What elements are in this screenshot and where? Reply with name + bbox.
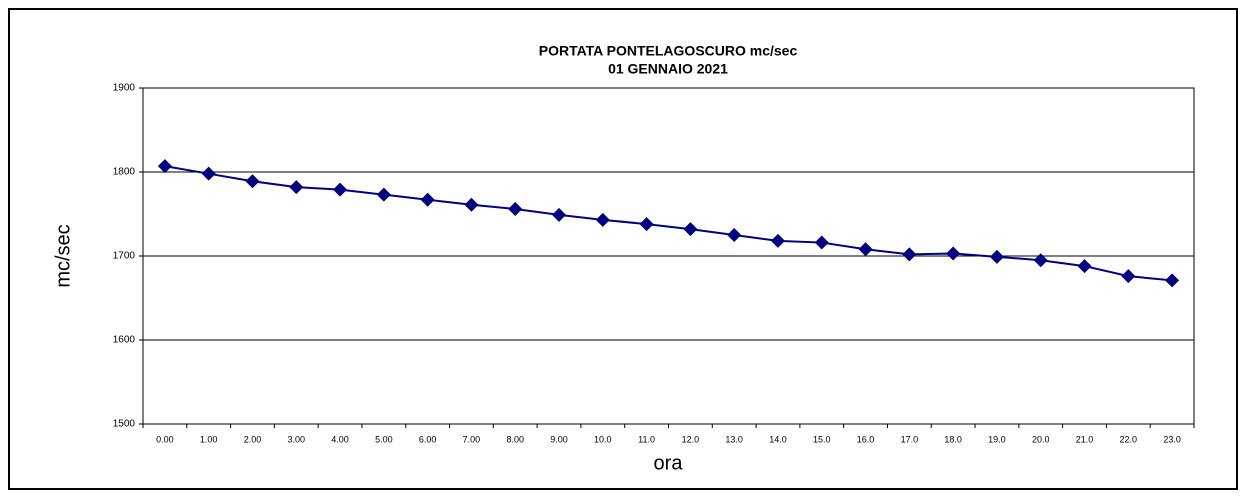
data-point bbox=[1165, 273, 1180, 288]
y-tick-label: 1900 bbox=[113, 83, 136, 94]
x-tick-label: 4.00 bbox=[331, 434, 349, 444]
y-tick-label: 1500 bbox=[113, 419, 136, 430]
data-point bbox=[420, 192, 435, 207]
x-tick-label: 10.0 bbox=[594, 434, 612, 444]
x-axis-label: ora bbox=[654, 452, 684, 474]
x-tick-label: 20.0 bbox=[1032, 434, 1050, 444]
data-point bbox=[333, 182, 348, 197]
x-tick-label: 22.0 bbox=[1120, 434, 1138, 444]
x-tick-label: 2.00 bbox=[244, 434, 262, 444]
data-point bbox=[376, 187, 391, 202]
chart-title: PORTATA PONTELAGOSCURO mc/sec bbox=[539, 43, 798, 59]
x-tick-label: 12.0 bbox=[682, 434, 700, 444]
data-point bbox=[595, 212, 610, 227]
x-tick-label: 9.00 bbox=[550, 434, 568, 444]
x-tick-label: 23.0 bbox=[1163, 434, 1181, 444]
data-point bbox=[1121, 269, 1136, 284]
data-point bbox=[902, 247, 917, 262]
x-tick-label: 13.0 bbox=[725, 434, 743, 444]
data-point bbox=[157, 159, 172, 174]
data-point bbox=[814, 235, 829, 250]
x-tick-label: 14.0 bbox=[769, 434, 787, 444]
data-point bbox=[727, 228, 742, 242]
data-point bbox=[201, 166, 216, 181]
data-point bbox=[770, 233, 785, 248]
data-point bbox=[1077, 259, 1092, 274]
data-point bbox=[1033, 253, 1048, 268]
x-tick-label: 21.0 bbox=[1076, 434, 1094, 444]
x-tick-label: 16.0 bbox=[857, 434, 875, 444]
data-point bbox=[245, 174, 260, 189]
x-tick-label: 11.0 bbox=[638, 434, 655, 444]
x-tick-label: 3.00 bbox=[288, 434, 306, 444]
y-axis-label: mc/sec bbox=[52, 224, 74, 287]
x-tick-label: 18.0 bbox=[944, 434, 962, 444]
y-tick-label: 1600 bbox=[113, 335, 136, 346]
chart-subtitle: 01 GENNAIO 2021 bbox=[608, 61, 728, 77]
data-point bbox=[464, 197, 479, 212]
data-line bbox=[164, 165, 1173, 282]
data-point bbox=[946, 246, 961, 261]
x-tick-label: 19.0 bbox=[988, 434, 1006, 444]
y-tick-label: 1700 bbox=[113, 251, 136, 262]
data-point bbox=[683, 222, 698, 237]
x-tick-label: 17.0 bbox=[901, 434, 919, 444]
x-tick-label: 0.00 bbox=[156, 434, 174, 444]
data-point bbox=[508, 201, 523, 216]
x-tick-label: 5.00 bbox=[375, 434, 393, 444]
y-tick-label: 1800 bbox=[113, 167, 136, 178]
x-tick-label: 6.00 bbox=[419, 434, 437, 444]
data-point bbox=[552, 207, 567, 222]
x-tick-label: 15.0 bbox=[813, 434, 831, 444]
data-point bbox=[858, 242, 873, 257]
x-tick-label: 8.00 bbox=[506, 434, 524, 444]
data-point bbox=[989, 249, 1004, 264]
x-tick-label: 7.00 bbox=[463, 434, 481, 444]
x-tick-label: 1.00 bbox=[200, 434, 218, 444]
data-point bbox=[289, 180, 304, 195]
data-point bbox=[639, 217, 654, 232]
